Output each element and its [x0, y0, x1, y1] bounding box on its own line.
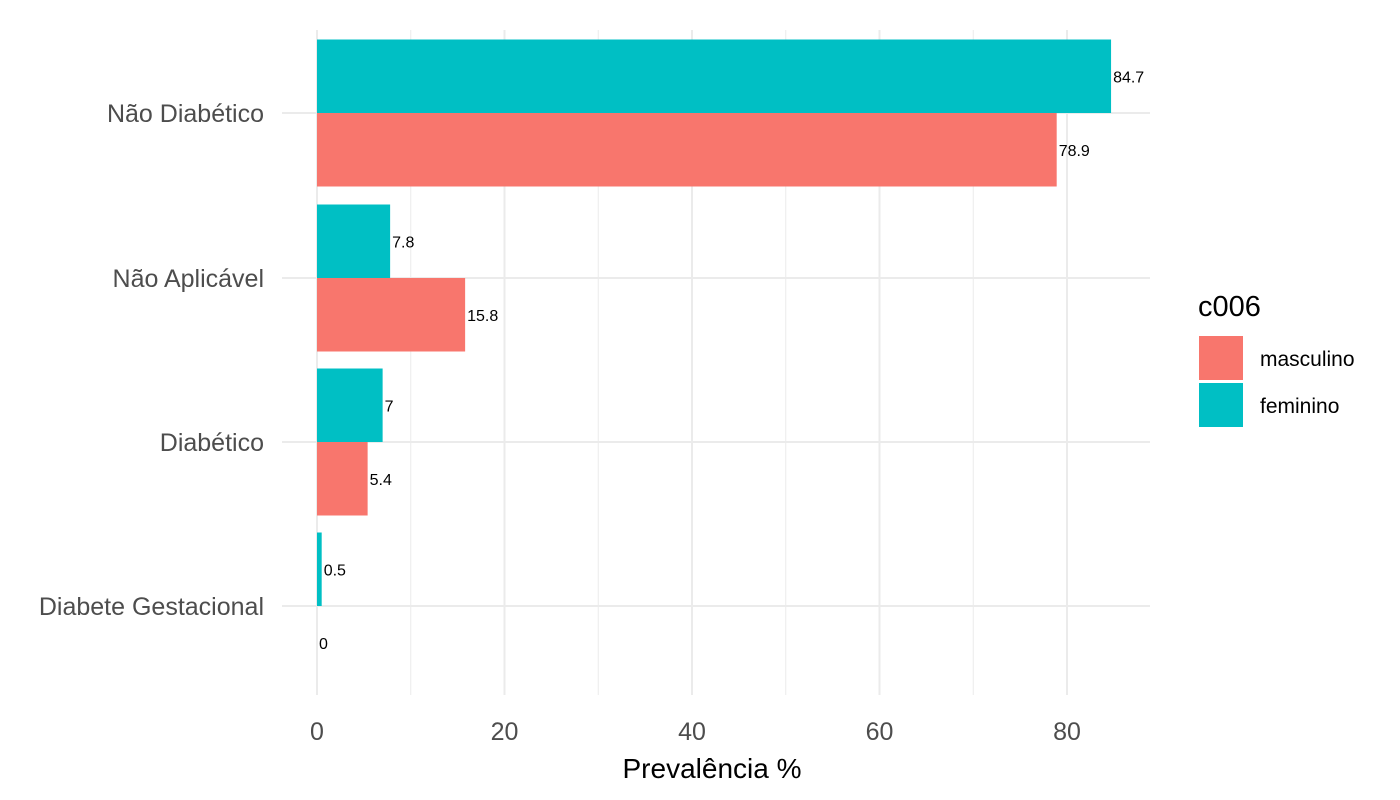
data-label-feminino: 84.7	[1113, 69, 1144, 86]
data-label-masculino: 78.9	[1059, 143, 1090, 160]
bar-masculino	[317, 113, 1057, 187]
bar-feminino	[317, 39, 1112, 113]
data-labels: 78.9 84.7 15.8 7.8 5.4 7 0 0.5	[319, 69, 1144, 653]
x-axis-label: Prevalência %	[623, 753, 802, 784]
bar-feminino	[317, 532, 322, 606]
data-label-feminino: 7	[385, 398, 394, 415]
legend-label-masculino: masculino	[1260, 348, 1355, 371]
legend-key-feminino	[1199, 383, 1243, 427]
legend-title: c006	[1198, 291, 1261, 323]
data-label-masculino: 15.8	[467, 308, 498, 325]
legend-key-masculino	[1199, 336, 1243, 380]
bar-feminino	[317, 368, 383, 442]
y-tick-label: Não Aplicável	[113, 265, 264, 293]
data-label-masculino: 5.4	[370, 472, 392, 489]
data-label-masculino: 0	[319, 636, 328, 653]
x-tick-label: 20	[491, 718, 519, 746]
bars	[317, 39, 1112, 606]
y-tick-label: Diabete Gestacional	[39, 593, 264, 621]
legend: c006 masculino feminino	[1198, 291, 1355, 427]
x-tick-label: 0	[310, 718, 324, 746]
bar-feminino	[317, 204, 391, 278]
legend-label-feminino: feminino	[1260, 395, 1339, 418]
bar-masculino	[317, 278, 466, 352]
x-tick-label: 80	[1053, 718, 1081, 746]
x-tick-label: 40	[678, 718, 706, 746]
y-tick-label: Não Diabético	[107, 100, 264, 128]
x-tick-label: 60	[866, 718, 894, 746]
y-axis-ticks: Não Diabético Não Aplicável Diabético Diabe…	[39, 100, 264, 621]
data-label-feminino: 0.5	[324, 562, 346, 579]
x-axis-ticks: 0 20 40 60 80	[310, 718, 1081, 746]
data-label-feminino: 7.8	[392, 234, 414, 251]
bar-masculino	[317, 442, 368, 516]
y-tick-label: Diabético	[160, 429, 264, 457]
